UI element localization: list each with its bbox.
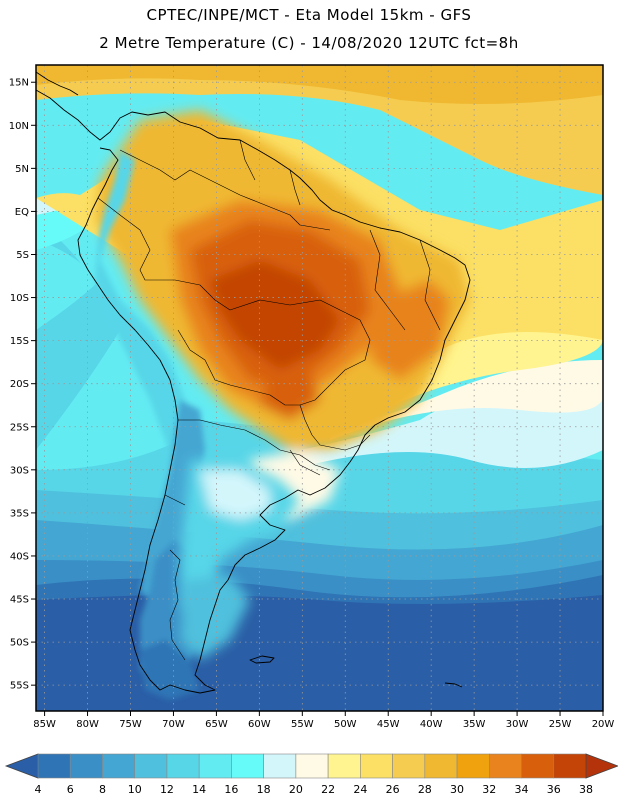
colorbar-label: 26 — [386, 783, 400, 796]
longitude-axis: 85W 80W 75W 70W 65W 60W 55W 50W 45W 40W 35W 30W 25W 2… — [33, 711, 614, 730]
colorbar-label: 38 — [579, 783, 593, 796]
map-frame — [35, 64, 604, 712]
coastline-south-georgia — [444, 682, 463, 688]
lon-tick-label: 55W — [291, 719, 314, 730]
colorbar-swatch — [424, 753, 458, 779]
chart-title-line2: 2 Metre Temperature (C) - 14/08/2020 12U… — [99, 34, 519, 52]
colorbar: 4 6 8 10 12 14 16 18 20 22 24 26 28 30 32 34 36 38 — [4, 753, 618, 796]
colorbar-swatch — [37, 753, 71, 779]
pacific-cool-3 — [36, 205, 90, 250]
lon-tick-label: 25W — [549, 719, 572, 730]
lon-tick-label: 30W — [506, 719, 529, 730]
lat-tick-label: 15S — [10, 336, 29, 347]
chart-title-line1: CPTEC/INPE/MCT - Eta Model 15km - GFS — [146, 6, 472, 24]
colorbar-swatch — [69, 753, 103, 779]
latitude-axis: 15N 10N 5N EQ 5S 10S 15S 20S 25S 30S 35S 40S 45S 50S 5… — [9, 78, 36, 692]
colorbar-label: 24 — [353, 783, 367, 796]
lon-tick-label: 60W — [248, 719, 271, 730]
lat-tick-label: 15N — [9, 78, 29, 89]
lat-tick-label: 25S — [10, 422, 29, 433]
colorbar-swatch — [360, 753, 393, 779]
colorbar-swatch — [553, 753, 587, 779]
continent-heat — [95, 110, 470, 520]
colorbar-label: 6 — [67, 783, 74, 796]
lon-tick-label: 45W — [377, 719, 400, 730]
lat-tick-label: 5N — [15, 164, 29, 175]
colorbar-swatch — [327, 753, 361, 779]
colorbar-swatch — [198, 753, 232, 779]
colorbar-swatch — [392, 753, 426, 779]
coastline-central-america — [35, 71, 79, 96]
lon-tick-label: 20W — [592, 719, 615, 730]
colorbar-label: 20 — [289, 783, 303, 796]
lon-tick-label: 80W — [76, 719, 99, 730]
colorbar-label: 22 — [321, 783, 335, 796]
coastline — [35, 71, 471, 694]
colorbar-label: 16 — [224, 783, 238, 796]
lat-tick-label: 40S — [10, 551, 29, 562]
lat-tick-label: 55S — [10, 681, 29, 692]
colorbar-label: 8 — [99, 783, 106, 796]
lat-tick-label: 30S — [10, 465, 29, 476]
pacific-cool-2 — [36, 240, 100, 330]
colorbar-label: 32 — [482, 783, 496, 796]
coastline-south-america — [35, 89, 471, 694]
colorbar-swatch — [521, 753, 555, 779]
lon-tick-label: 70W — [162, 719, 185, 730]
country-borders — [97, 139, 441, 661]
atlantic-20 — [290, 390, 603, 470]
lat-tick-label: EQ — [15, 207, 29, 218]
lat-tick-label: 45S — [10, 595, 29, 606]
map-field — [36, 65, 603, 711]
north-30 — [36, 65, 603, 104]
lon-tick-label: 40W — [420, 719, 443, 730]
lon-tick-label: 50W — [334, 719, 357, 730]
colorbar-label: 14 — [192, 783, 206, 796]
map-grid — [36, 65, 604, 711]
coastline-falklands — [249, 655, 275, 664]
lat-tick-label: 20S — [10, 379, 29, 390]
colorbar-swatch — [488, 753, 522, 779]
colorbar-swatch — [166, 753, 200, 779]
lon-tick-label: 65W — [205, 719, 228, 730]
colorbar-label: 36 — [547, 783, 561, 796]
lon-tick-label: 85W — [33, 719, 56, 730]
atlantic-22 — [330, 360, 603, 440]
south-cone — [180, 460, 300, 660]
colorbar-label: 10 — [128, 783, 142, 796]
colorbar-label: 4 — [35, 783, 42, 796]
colorbar-arrow-low — [4, 753, 39, 779]
lon-tick-label: 75W — [119, 719, 142, 730]
lat-tick-label: 10S — [10, 293, 29, 304]
colorbar-swatch — [102, 753, 136, 779]
lat-tick-label: 5S — [16, 250, 29, 261]
colorbar-swatch — [295, 753, 329, 779]
lat-tick-label: 10N — [9, 121, 29, 132]
colorbar-label: 34 — [515, 783, 529, 796]
colorbar-label: 30 — [450, 783, 464, 796]
colorbar-label: 18 — [257, 783, 271, 796]
lat-tick-label: 50S — [10, 638, 29, 649]
colorbar-swatch — [231, 753, 264, 779]
colorbar-swatch — [456, 753, 490, 779]
colorbar-arrow-high — [585, 753, 618, 779]
colorbar-label: 12 — [160, 783, 174, 796]
colorbar-label: 28 — [418, 783, 432, 796]
lon-tick-label: 35W — [463, 719, 486, 730]
colorbar-swatch — [134, 753, 168, 779]
colorbar-swatch — [263, 753, 297, 779]
lat-tick-label: 35S — [10, 508, 29, 519]
